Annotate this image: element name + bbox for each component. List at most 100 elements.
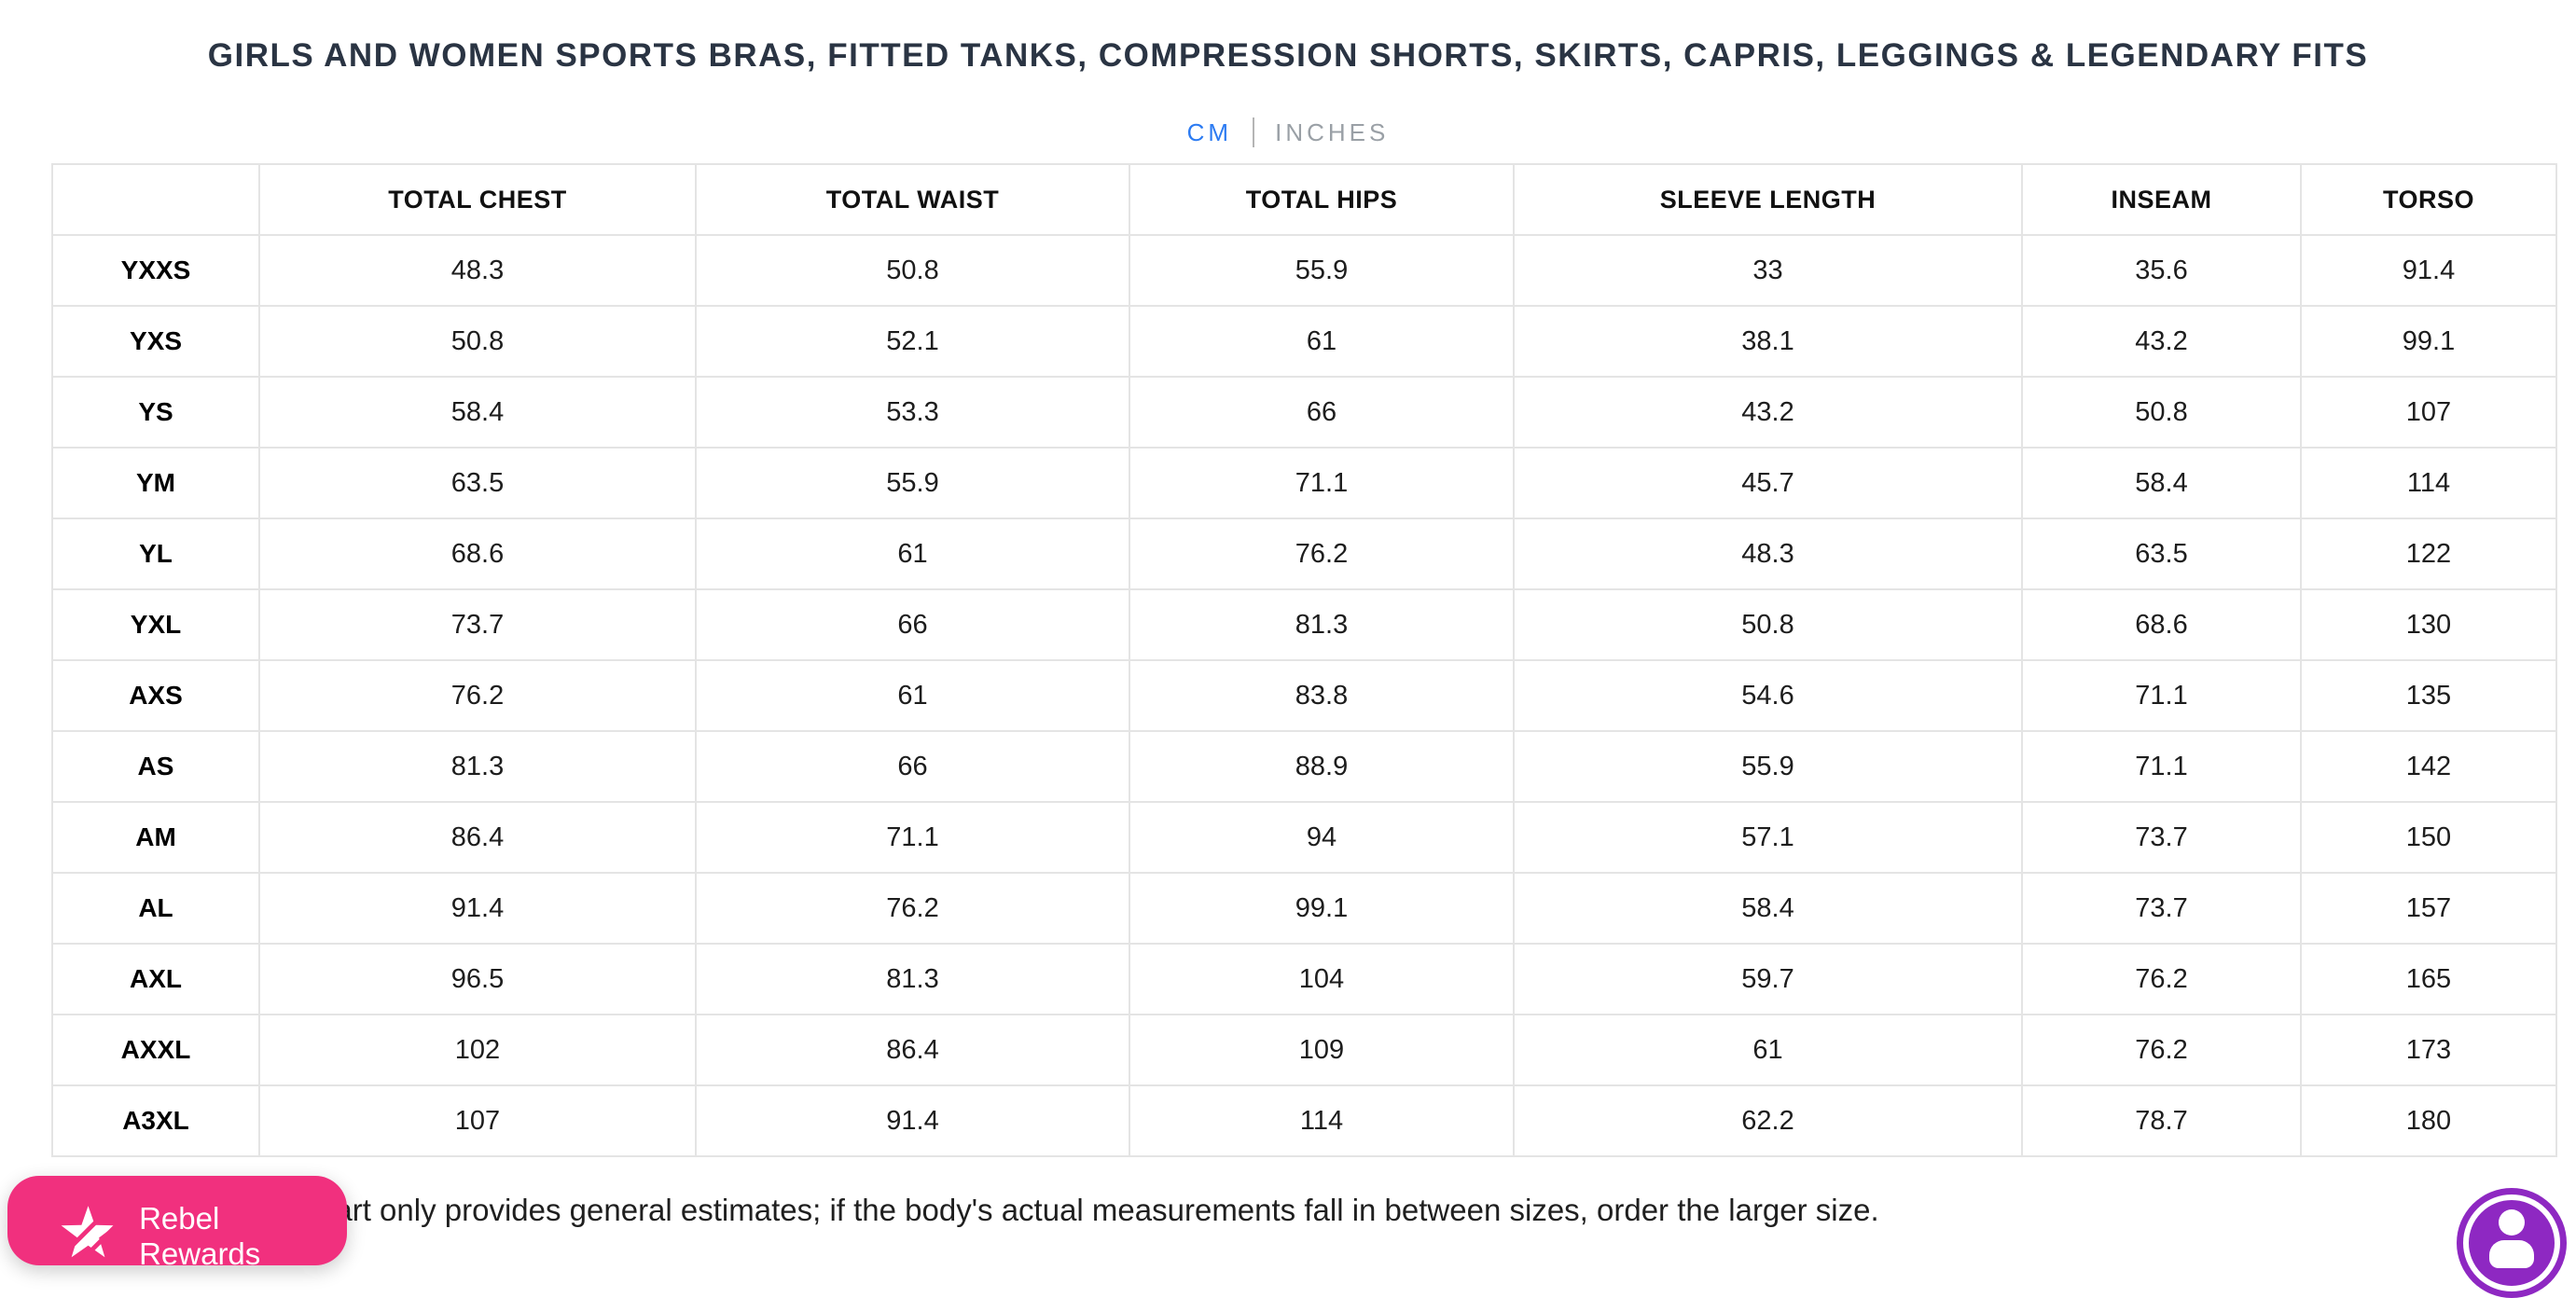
measurement-cell: 76.2 [695, 872, 1130, 945]
measurement-cell: 135 [2300, 659, 2557, 732]
chat-person-icon [2499, 1209, 2525, 1236]
measurement-cell: 71.1 [2021, 659, 2302, 732]
measurement-cell: 73.7 [258, 588, 697, 661]
table-row: YXL 73.7 66 81.3 50.8 68.6 130 [51, 588, 2557, 661]
table-row: AL 91.4 76.2 99.1 58.4 73.7 157 [51, 872, 2557, 945]
unit-toggle-divider-icon [1253, 117, 1255, 147]
rebel-rewards-label: Rebel Rewards [139, 1201, 261, 1271]
measurement-cell: 50.8 [2021, 376, 2302, 449]
measurement-cell: 53.3 [695, 376, 1130, 449]
rebel-rewards-button[interactable]: Rebel Rewards [7, 1176, 347, 1271]
measurement-cell: 165 [2300, 943, 2557, 1015]
size-label: YL [51, 518, 260, 590]
measurement-cell: 81.3 [258, 730, 697, 803]
column-header-sleeve-length: SLEEVE LENGTH [1513, 163, 2023, 236]
measurement-cell: 102 [258, 1014, 697, 1086]
column-header-total-chest: TOTAL CHEST [258, 163, 697, 236]
size-label: YXS [51, 305, 260, 378]
size-table-body: YXXS 48.3 50.8 55.9 33 35.6 91.4 YXS 50.8 52.1 61 3… [51, 234, 2557, 1157]
measurement-cell: 114 [2300, 447, 2557, 519]
unit-inches-button[interactable]: INCHES [1275, 117, 1390, 146]
measurement-cell: 50.8 [1513, 588, 2023, 661]
measurement-cell: 61 [695, 518, 1130, 590]
column-header-size [51, 163, 260, 236]
column-header-total-waist: TOTAL WAIST [695, 163, 1130, 236]
measurement-cell: 57.1 [1513, 801, 2023, 874]
measurement-cell: 55.9 [695, 447, 1130, 519]
measurement-cell: 71.1 [695, 801, 1130, 874]
measurement-cell: 38.1 [1513, 305, 2023, 378]
measurement-cell: 99.1 [2300, 305, 2557, 378]
measurement-cell: 86.4 [695, 1014, 1130, 1086]
measurement-cell: 50.8 [695, 234, 1130, 307]
table-row: YXXS 48.3 50.8 55.9 33 35.6 91.4 [51, 234, 2557, 307]
measurement-cell: 50.8 [258, 305, 697, 378]
measurement-cell: 73.7 [2021, 801, 2302, 874]
measurement-cell: 180 [2300, 1084, 2557, 1157]
size-note: This chart only provides general estimat… [236, 1193, 1879, 1227]
table-row: A3XL 107 91.4 114 62.2 78.7 180 [51, 1084, 2557, 1157]
size-label: YS [51, 376, 260, 449]
page-title: GIRLS AND WOMEN SPORTS BRAS, FITTED TANK… [207, 37, 2369, 74]
measurement-cell: 62.2 [1513, 1084, 2023, 1157]
size-label: AS [51, 730, 260, 803]
table-row: AM 86.4 71.1 94 57.1 73.7 150 [51, 801, 2557, 874]
measurement-cell: 107 [2300, 376, 2557, 449]
measurement-cell: 94 [1129, 801, 1515, 874]
measurement-cell: 78.7 [2021, 1084, 2302, 1157]
measurement-cell: 43.2 [2021, 305, 2302, 378]
measurement-cell: 58.4 [1513, 872, 2023, 945]
measurement-cell: 63.5 [258, 447, 697, 519]
measurement-cell: 66 [695, 588, 1130, 661]
measurement-cell: 88.9 [1129, 730, 1515, 803]
measurement-cell: 68.6 [2021, 588, 2302, 661]
measurement-cell: 81.3 [1129, 588, 1515, 661]
measurement-cell: 114 [1129, 1084, 1515, 1157]
size-label: YXXS [51, 234, 260, 307]
size-label: YM [51, 447, 260, 519]
measurement-cell: 99.1 [1129, 872, 1515, 945]
measurement-cell: 76.2 [2021, 1014, 2302, 1086]
unit-toggle: CM INCHES [0, 114, 2576, 151]
measurement-cell: 91.4 [258, 872, 697, 945]
size-label: A3XL [51, 1084, 260, 1157]
size-label: AXL [51, 943, 260, 1015]
measurement-cell: 81.3 [695, 943, 1130, 1015]
size-label: AXXL [51, 1014, 260, 1086]
measurement-cell: 91.4 [2300, 234, 2557, 307]
table-header-row: TOTAL CHEST TOTAL WAIST TOTAL HIPS SLEEVE L… [51, 163, 2557, 236]
measurement-cell: 35.6 [2021, 234, 2302, 307]
measurement-cell: 83.8 [1129, 659, 1515, 732]
table-row: YL 68.6 61 76.2 48.3 63.5 122 [51, 518, 2557, 590]
table-row: YS 58.4 53.3 66 43.2 50.8 107 [51, 376, 2557, 449]
chat-person-body-icon [2489, 1240, 2534, 1268]
measurement-cell: 58.4 [2021, 447, 2302, 519]
size-label: AM [51, 801, 260, 874]
measurement-cell: 52.1 [695, 305, 1130, 378]
measurement-cell: 58.4 [258, 376, 697, 449]
size-label: YXL [51, 588, 260, 661]
measurement-cell: 91.4 [695, 1084, 1130, 1157]
measurement-cell: 76.2 [258, 659, 697, 732]
measurement-cell: 142 [2300, 730, 2557, 803]
measurement-cell: 86.4 [258, 801, 697, 874]
rebel-star-icon [60, 1206, 120, 1263]
measurement-cell: 66 [695, 730, 1130, 803]
chat-launcher-button[interactable] [2457, 1188, 2567, 1298]
table-row: YM 63.5 55.9 71.1 45.7 58.4 114 [51, 447, 2557, 519]
table-row: AXXL 102 86.4 109 61 76.2 173 [51, 1014, 2557, 1086]
measurement-cell: 104 [1129, 943, 1515, 1015]
measurement-cell: 61 [695, 659, 1130, 732]
size-label: AL [51, 872, 260, 945]
measurement-cell: 61 [1513, 1014, 2023, 1086]
measurement-cell: 48.3 [1513, 518, 2023, 590]
table-row: AS 81.3 66 88.9 55.9 71.1 142 [51, 730, 2557, 803]
column-header-torso: TORSO [2300, 163, 2557, 236]
measurement-cell: 59.7 [1513, 943, 2023, 1015]
unit-cm-button[interactable]: CM [1186, 117, 1233, 146]
measurement-cell: 43.2 [1513, 376, 2023, 449]
measurement-cell: 66 [1129, 376, 1515, 449]
measurement-cell: 157 [2300, 872, 2557, 945]
measurement-cell: 63.5 [2021, 518, 2302, 590]
measurement-cell: 71.1 [1129, 447, 1515, 519]
